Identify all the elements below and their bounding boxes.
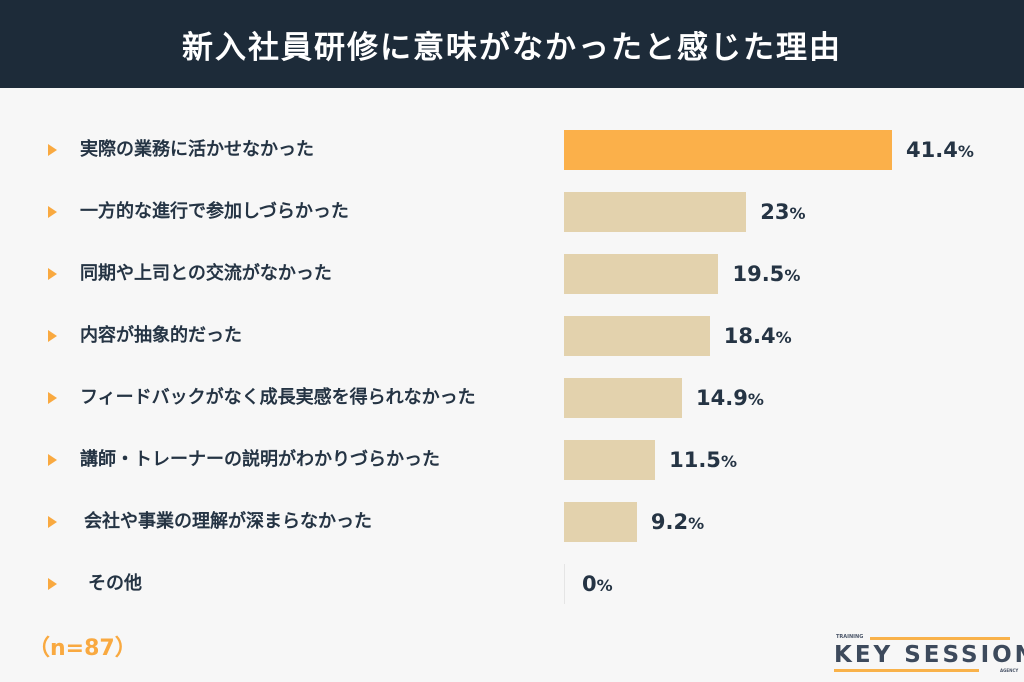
chart-title: 新入社員研修に意味がなかったと感じた理由	[0, 0, 1024, 88]
bar	[564, 564, 565, 604]
value-label: 0%	[582, 564, 613, 606]
bullet-triangle-icon	[48, 516, 57, 528]
sample-size-note: （n=87）	[28, 636, 137, 661]
bar-row: 実際の業務に活かせなかった 41.4%	[0, 130, 1024, 170]
bar	[564, 130, 892, 170]
value-label: 18.4%	[724, 316, 792, 358]
value-unit: %	[784, 266, 801, 285]
bullet-triangle-icon	[48, 578, 57, 590]
bullet-triangle-icon	[48, 454, 57, 466]
value-unit: %	[747, 390, 764, 409]
value-number: 23	[760, 200, 790, 224]
value-label: 14.9%	[696, 378, 764, 420]
category-label: 内容が抽象的だった	[80, 325, 242, 346]
value-unit: %	[688, 514, 705, 533]
value-label: 11.5%	[669, 440, 737, 482]
bullet-triangle-icon	[48, 330, 57, 342]
category-label: 実際の業務に活かせなかった	[80, 139, 314, 160]
bar-row: 同期や上司との交流がなかった 19.5%	[0, 254, 1024, 294]
value-label: 9.2%	[651, 502, 704, 544]
bar	[564, 316, 710, 356]
value-label: 41.4%	[906, 130, 974, 172]
category-label: その他	[88, 573, 142, 594]
category-label: 同期や上司との交流がなかった	[80, 263, 332, 284]
bar-row: 会社や事業の理解が深まらなかった 9.2%	[0, 502, 1024, 542]
category-label: 会社や事業の理解が深まらなかった	[84, 511, 372, 532]
logo-line-bottom	[834, 669, 979, 672]
bar	[564, 440, 656, 480]
bar-row: フィードバックがなく成長実感を得られなかった 14.9%	[0, 378, 1024, 418]
value-label: 23%	[760, 192, 805, 234]
bullet-triangle-icon	[48, 268, 57, 280]
category-label: フィードバックがなく成長実感を得られなかった	[80, 387, 476, 408]
value-unit: %	[957, 142, 974, 161]
bar-row: その他 0%	[0, 564, 1024, 604]
bullet-triangle-icon	[48, 392, 57, 404]
value-number: 11.5	[669, 448, 721, 472]
logo-bottom-text: AGENCY	[1000, 668, 1019, 673]
bar	[564, 254, 719, 294]
bar	[564, 192, 747, 232]
value-number: 14.9	[696, 386, 748, 410]
category-label: 講師・トレーナーの説明がわかりづらかった	[80, 449, 440, 470]
bar	[564, 378, 683, 418]
bullet-triangle-icon	[48, 144, 57, 156]
value-number: 19.5	[732, 262, 785, 286]
key-session-logo: TRAINING KEY SESSION AGENCY	[828, 632, 1024, 676]
logo-top-text: TRAINING	[836, 634, 864, 640]
value-number: 9.2	[650, 510, 689, 534]
bar-row: 講師・トレーナーの説明がわかりづらかった 11.5%	[0, 440, 1024, 480]
logo-main-text: KEY SESSION	[834, 642, 1024, 668]
bullet-triangle-icon	[48, 206, 57, 218]
value-unit: %	[720, 452, 737, 471]
value-number: 18.4	[723, 324, 776, 348]
value-unit: %	[775, 328, 792, 347]
value-number: 0	[582, 572, 597, 596]
logo-line-top	[870, 637, 1010, 640]
value-unit: %	[789, 204, 806, 223]
bar-row: 一方的な進行で参加しづらかった 23%	[0, 192, 1024, 232]
value-label: 19.5%	[732, 254, 800, 296]
bar	[564, 502, 637, 542]
category-label: 一方的な進行で参加しづらかった	[80, 201, 349, 222]
bar-row: 内容が抽象的だった 18.4%	[0, 316, 1024, 356]
value-unit: %	[596, 576, 613, 595]
value-number: 41.4	[906, 138, 958, 162]
